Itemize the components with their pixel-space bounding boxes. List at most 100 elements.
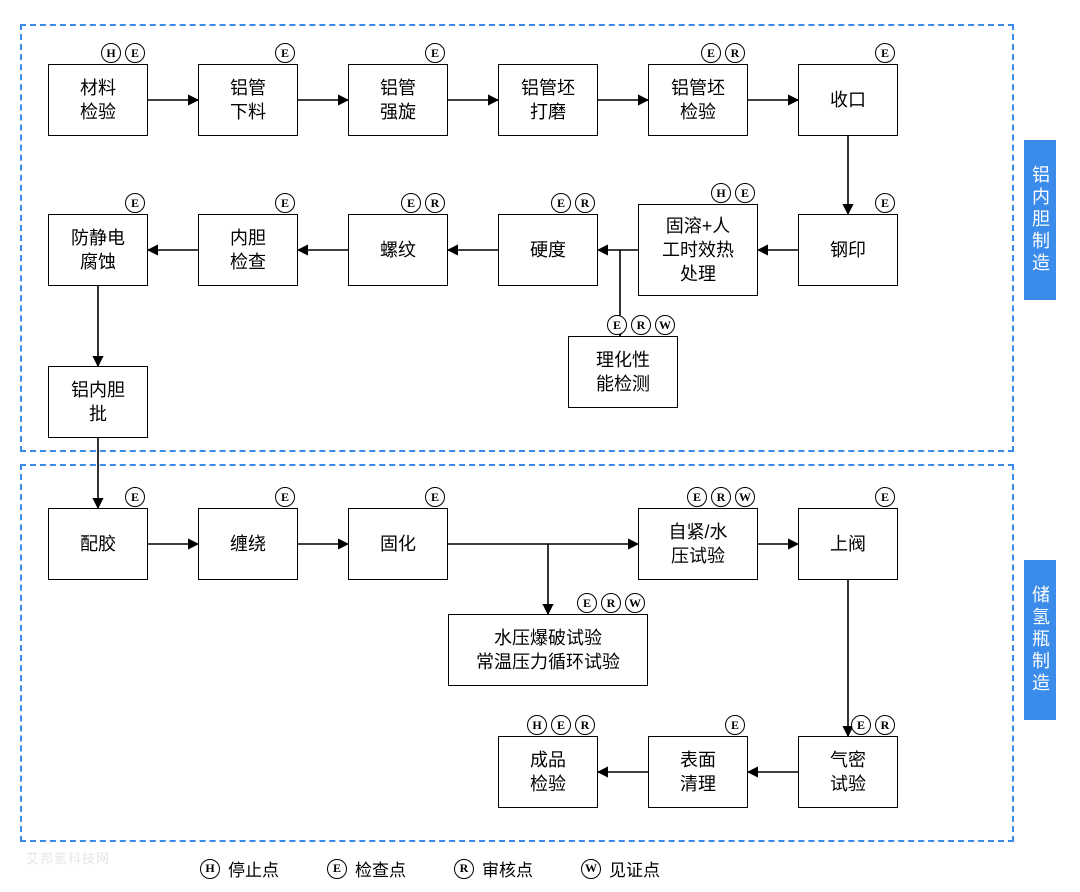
node-label: 铝管 下料 [230, 76, 266, 125]
badge-icon: E [851, 715, 871, 735]
legend-item: W 见证点 [581, 856, 660, 881]
flowchart-node: 铝内胆 批 [48, 366, 148, 438]
flowchart-node: 铝管 下料E [198, 64, 298, 136]
badge-icon: E [875, 193, 895, 213]
flowchart-node: 成品 检验HER [498, 736, 598, 808]
badge-icon: R [575, 715, 595, 735]
legend-badge-icon: W [581, 859, 601, 879]
badge-icon: E [875, 487, 895, 507]
flowchart-node: 理化性 能检测ERW [568, 336, 678, 408]
badge-icon: R [875, 715, 895, 735]
badge-icon: W [625, 593, 645, 613]
section-label-aluminum-liner: 铝内胆制造 [1024, 140, 1056, 300]
flowchart-node: 气密 试验ER [798, 736, 898, 808]
badge-icon: E [125, 193, 145, 213]
watermark: 艾邦氢科技网 [26, 848, 110, 867]
badge-icon: R [425, 193, 445, 213]
node-label: 表面 清理 [680, 748, 716, 797]
node-label: 螺纹 [380, 238, 416, 262]
node-badges: ER [851, 715, 895, 735]
node-label: 材料 检验 [80, 76, 116, 125]
flowchart-node: 硬度ER [498, 214, 598, 286]
node-badges: HE [711, 183, 755, 203]
flowchart-node: 铝管坯 打磨 [498, 64, 598, 136]
node-label: 内胆 检查 [230, 226, 266, 275]
section-label-hydrogen-bottle: 储氢瓶制造 [1024, 560, 1056, 720]
badge-icon: R [601, 593, 621, 613]
legend-label: 见证点 [609, 856, 660, 881]
flowchart-node: 钢印E [798, 214, 898, 286]
flowchart-node: 铝管坯 检验ER [648, 64, 748, 136]
badge-icon: E [275, 487, 295, 507]
badge-icon: E [125, 43, 145, 63]
flowchart-node: 配胶E [48, 508, 148, 580]
badge-icon: H [101, 43, 121, 63]
node-badges: ERW [687, 487, 755, 507]
badge-icon: E [425, 43, 445, 63]
node-label: 缠绕 [230, 532, 266, 556]
badge-icon: E [735, 183, 755, 203]
badge-icon: E [125, 487, 145, 507]
legend-item: R 审核点 [454, 856, 533, 881]
flowchart-node: 螺纹ER [348, 214, 448, 286]
badge-icon: E [725, 715, 745, 735]
node-badges: E [125, 487, 145, 507]
node-badges: E [425, 487, 445, 507]
flowchart-node: 铝管 强旋E [348, 64, 448, 136]
badge-icon: E [425, 487, 445, 507]
node-badges: E [875, 193, 895, 213]
node-label: 气密 试验 [830, 748, 866, 797]
node-badges: E [275, 193, 295, 213]
node-badges: ER [551, 193, 595, 213]
node-badges: E [875, 487, 895, 507]
node-label: 铝内胆 批 [71, 378, 125, 427]
flowchart-node: 固溶+人 工时效热 处理HE [638, 204, 758, 296]
node-label: 自紧/水 压试验 [668, 520, 727, 569]
node-badges: ER [701, 43, 745, 63]
node-badges: ERW [607, 315, 675, 335]
badge-icon: E [551, 715, 571, 735]
badge-icon: E [401, 193, 421, 213]
node-label: 固化 [380, 532, 416, 556]
badge-icon: R [575, 193, 595, 213]
badge-icon: R [725, 43, 745, 63]
badge-icon: R [711, 487, 731, 507]
node-badges: E [275, 43, 295, 63]
legend-label: 停止点 [228, 856, 279, 881]
node-label: 收口 [830, 88, 866, 112]
badge-icon: W [655, 315, 675, 335]
badge-icon: R [631, 315, 651, 335]
badge-icon: H [711, 183, 731, 203]
node-label: 防静电 腐蚀 [71, 226, 125, 275]
node-badges: HER [527, 715, 595, 735]
flowchart-node: 固化E [348, 508, 448, 580]
badge-icon: E [607, 315, 627, 335]
flowchart-node: 缠绕E [198, 508, 298, 580]
badge-icon: E [687, 487, 707, 507]
node-badges: ER [401, 193, 445, 213]
badge-icon: E [701, 43, 721, 63]
node-label: 铝管 强旋 [380, 76, 416, 125]
node-badges: E [275, 487, 295, 507]
node-label: 理化性 能检测 [596, 348, 650, 397]
flowchart-node: 材料 检验HE [48, 64, 148, 136]
legend-badge-icon: R [454, 859, 474, 879]
node-label: 钢印 [830, 238, 866, 262]
badge-icon: E [275, 43, 295, 63]
node-badges: E [125, 193, 145, 213]
legend-badge-icon: E [327, 859, 347, 879]
legend-label: 审核点 [482, 856, 533, 881]
flowchart-node: 内胆 检查E [198, 214, 298, 286]
badge-icon: E [551, 193, 571, 213]
node-label: 铝管坯 打磨 [521, 76, 575, 125]
legend-item: E检查点 [327, 856, 406, 881]
node-badges: E [875, 43, 895, 63]
node-label: 配胶 [80, 532, 116, 556]
diagram-canvas: 铝内胆制造 储氢瓶制造 材料 检验HE铝管 下料E铝管 强旋E铝管坯 打磨铝管坯… [0, 0, 1080, 892]
badge-icon: H [527, 715, 547, 735]
flowchart-node: 水压爆破试验 常温压力循环试验ERW [448, 614, 648, 686]
badge-icon: E [577, 593, 597, 613]
badge-icon: W [735, 487, 755, 507]
badge-icon: E [275, 193, 295, 213]
node-badges: ERW [577, 593, 645, 613]
